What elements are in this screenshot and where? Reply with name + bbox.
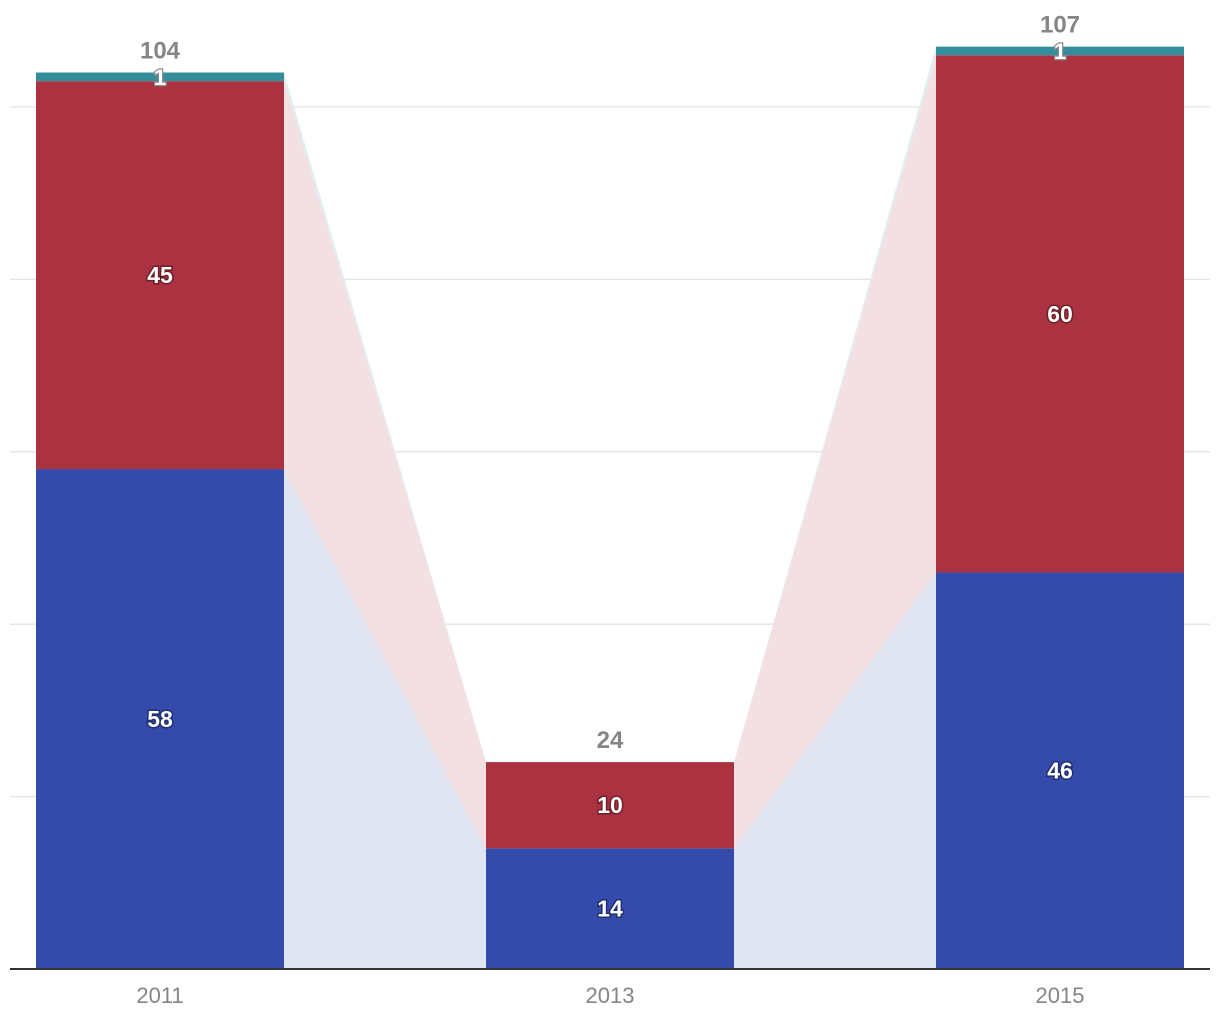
connector-band-red <box>734 55 936 849</box>
connector-band-teal <box>734 46 936 763</box>
bar-segment-blue-2015 <box>936 572 1184 969</box>
connector-band-teal <box>284 72 486 763</box>
x-tick-label: 2015 <box>1036 983 1085 1008</box>
data-label: 46 <box>1047 758 1073 784</box>
connector-bands <box>284 46 936 969</box>
bars <box>36 46 1184 969</box>
bar-segment-teal-2011 <box>36 72 284 82</box>
data-label: 1 <box>1054 39 1066 64</box>
total-label: 104 <box>140 38 181 65</box>
bar-segment-red-2011 <box>36 81 284 470</box>
bar-segment-red-2015 <box>936 55 1184 573</box>
total-label: 107 <box>1040 12 1080 39</box>
data-label: 58 <box>147 706 173 732</box>
bar-segment-blue-2011 <box>36 469 284 969</box>
bar-segment-red-2013 <box>486 762 734 849</box>
bar-segment-blue-2013 <box>486 848 734 969</box>
bar-segment-teal-2015 <box>936 46 1184 56</box>
connector-band-red <box>284 81 486 849</box>
data-label: 1 <box>154 65 166 90</box>
x-tick-label: 2011 <box>136 983 183 1008</box>
data-label: 14 <box>597 896 623 922</box>
connector-band-blue <box>734 572 936 969</box>
data-label: 45 <box>147 262 173 288</box>
x-tick-label: 2013 <box>586 983 635 1008</box>
data-label: 10 <box>597 792 623 818</box>
connector-band-blue <box>284 469 486 969</box>
total-label: 24 <box>597 727 624 754</box>
data-label: 60 <box>1047 301 1073 327</box>
